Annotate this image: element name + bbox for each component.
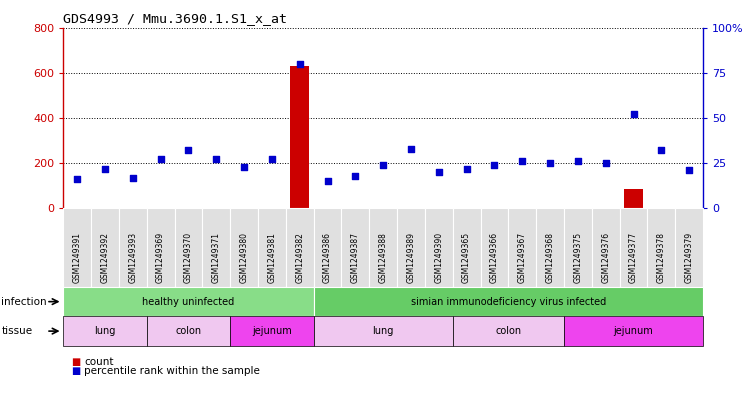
Text: GSM1249365: GSM1249365 (462, 232, 471, 283)
Point (489, 162, 501, 168)
Point (600, 160, 612, 166)
Point (572, 158, 584, 164)
Point (126, 174, 138, 181)
Bar (290, 66, 310, 208)
Text: count: count (84, 356, 114, 367)
Text: tissue: tissue (1, 326, 33, 336)
Text: GSM1249391: GSM1249391 (73, 232, 82, 283)
Point (655, 147, 667, 154)
Text: GSM1249386: GSM1249386 (323, 232, 332, 283)
Text: ■: ■ (71, 356, 80, 367)
Text: GSM1249390: GSM1249390 (434, 232, 443, 283)
Text: GSM1249393: GSM1249393 (128, 232, 138, 283)
Point (99, 165, 111, 172)
Text: percentile rank within the sample: percentile rank within the sample (84, 366, 260, 376)
Text: infection: infection (1, 297, 47, 307)
Text: ■: ■ (71, 366, 80, 376)
Text: GDS4993 / Mmu.3690.1.S1_x_at: GDS4993 / Mmu.3690.1.S1_x_at (63, 12, 287, 25)
Text: simian immunodeficiency virus infected: simian immunodeficiency virus infected (411, 297, 606, 307)
Point (683, 167, 695, 173)
Text: colon: colon (176, 326, 202, 336)
Text: GSM1249389: GSM1249389 (406, 232, 415, 283)
Point (433, 169, 445, 175)
Point (294, 61, 306, 67)
Text: GSM1249376: GSM1249376 (601, 232, 610, 283)
Text: GSM1249368: GSM1249368 (545, 232, 554, 283)
Point (266, 156, 278, 163)
Point (321, 178, 333, 184)
Text: GSM1249370: GSM1249370 (184, 232, 193, 283)
Text: GSM1249366: GSM1249366 (490, 232, 499, 283)
Point (516, 158, 528, 164)
Text: GSM1249382: GSM1249382 (295, 232, 304, 283)
Text: GSM1249388: GSM1249388 (379, 232, 388, 283)
Text: colon: colon (496, 326, 522, 336)
Point (377, 162, 389, 168)
Text: GSM1249371: GSM1249371 (212, 232, 221, 283)
Point (182, 147, 194, 154)
Point (405, 145, 417, 152)
Text: jejunum: jejunum (614, 326, 653, 336)
Text: lung: lung (94, 326, 115, 336)
Point (238, 163, 250, 170)
Point (71, 176, 83, 182)
Text: GSM1249369: GSM1249369 (156, 232, 165, 283)
Text: GSM1249380: GSM1249380 (240, 232, 248, 283)
Text: lung: lung (373, 326, 394, 336)
Text: GSM1249375: GSM1249375 (574, 232, 583, 283)
Text: GSM1249381: GSM1249381 (267, 232, 276, 283)
Text: healthy uninfected: healthy uninfected (142, 297, 234, 307)
Text: GSM1249377: GSM1249377 (629, 232, 638, 283)
Point (628, 111, 640, 118)
Text: jejunum: jejunum (252, 326, 292, 336)
Point (461, 165, 472, 172)
Text: GSM1249367: GSM1249367 (518, 232, 527, 283)
Point (155, 156, 167, 163)
Point (544, 160, 556, 166)
Point (211, 156, 222, 163)
Text: GSM1249378: GSM1249378 (657, 232, 666, 283)
Text: GSM1249387: GSM1249387 (351, 232, 360, 283)
Text: GSM1249392: GSM1249392 (100, 232, 109, 283)
Point (350, 173, 362, 179)
Text: GSM1249379: GSM1249379 (684, 232, 693, 283)
Bar (623, 189, 644, 208)
